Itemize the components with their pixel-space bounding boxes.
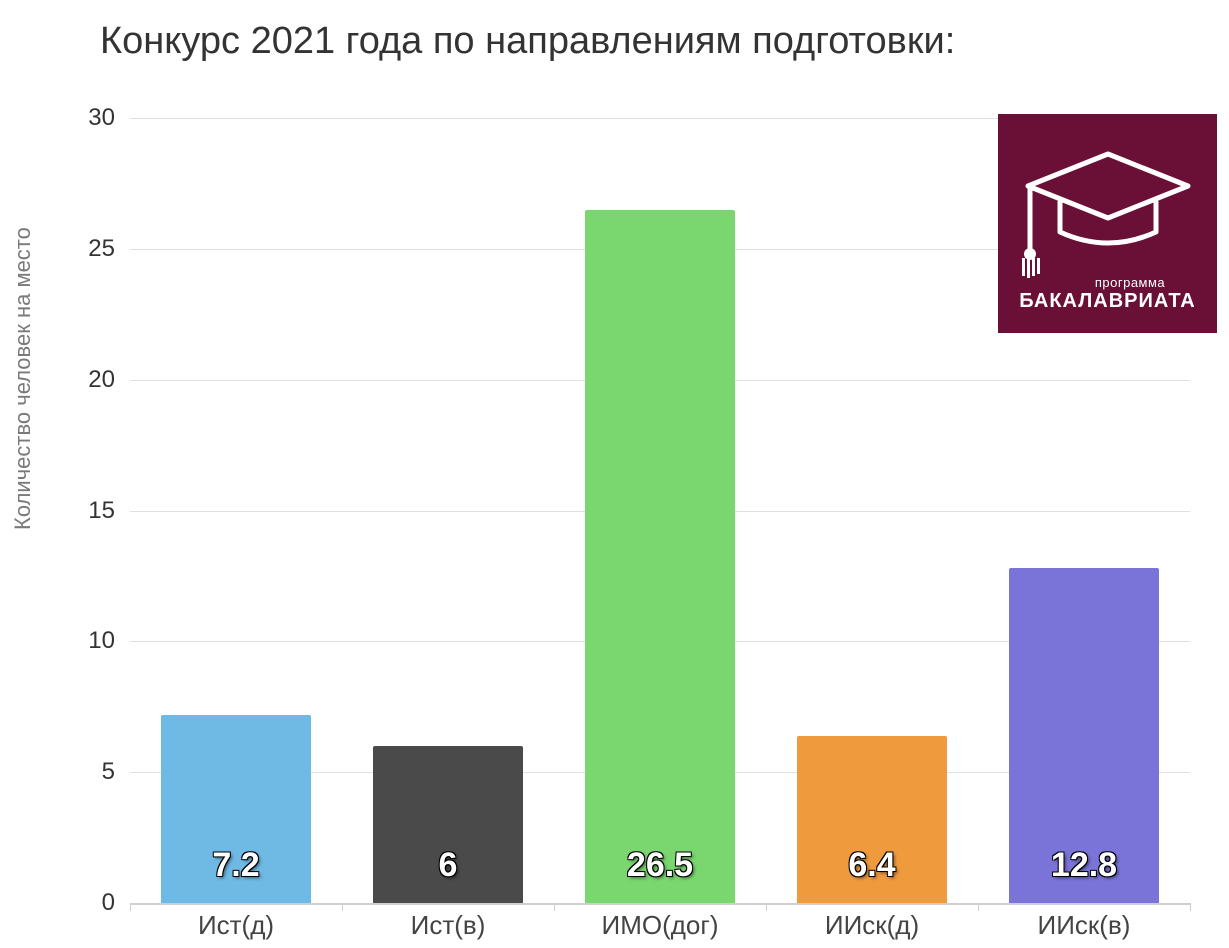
badge-title: БАКАЛАВРИАТА: [998, 291, 1217, 311]
bar-slot: 6: [358, 746, 538, 903]
x-tick: [342, 903, 343, 911]
x-axis-label: Ист(д): [146, 910, 326, 941]
y-tick-label: 15: [65, 497, 115, 525]
bar: 6.4: [797, 736, 947, 903]
bar: 12.8: [1009, 568, 1159, 903]
x-axis-line: [130, 903, 1190, 905]
bar-slot: 26.5: [570, 210, 750, 903]
bar-slot: 12.8: [994, 568, 1174, 903]
bar: 26.5: [585, 210, 735, 903]
program-badge: программа БАКАЛАВРИАТА: [998, 114, 1217, 333]
y-tick-label: 25: [65, 235, 115, 263]
x-tick: [554, 903, 555, 911]
bar: 6: [373, 746, 523, 903]
bar-slot: 6.4: [782, 736, 962, 903]
x-tick: [130, 903, 131, 911]
bar-value-label: 7.2: [212, 846, 259, 885]
y-tick-label: 0: [65, 889, 115, 917]
x-axis-labels: Ист(д) Ист(в) ИМО(дог) ИИск(д) ИИск(в): [130, 910, 1190, 941]
chart-title: Конкурс 2021 года по направлениям подгот…: [100, 20, 955, 63]
y-tick-label: 30: [65, 104, 115, 132]
bar-value-label: 6: [439, 846, 458, 885]
x-tick: [978, 903, 979, 911]
y-axis-label: Количество человек на место: [10, 227, 36, 530]
bar-value-label: 26.5: [627, 846, 693, 885]
x-axis-label: ИМО(дог): [570, 910, 750, 941]
bar-slot: 7.2: [146, 715, 326, 903]
bar-value-label: 12.8: [1051, 846, 1117, 885]
x-tick: [766, 903, 767, 911]
bar-value-label: 6.4: [848, 846, 895, 885]
badge-subtitle: программа: [1043, 276, 1217, 289]
y-tick-label: 20: [65, 366, 115, 394]
bar: 7.2: [161, 715, 311, 903]
x-axis-label: ИИск(в): [994, 910, 1174, 941]
x-axis-label: ИИск(д): [782, 910, 962, 941]
x-axis-label: Ист(в): [358, 910, 538, 941]
y-tick-label: 5: [65, 758, 115, 786]
y-tick-label: 10: [65, 627, 115, 655]
x-tick: [1190, 903, 1191, 911]
